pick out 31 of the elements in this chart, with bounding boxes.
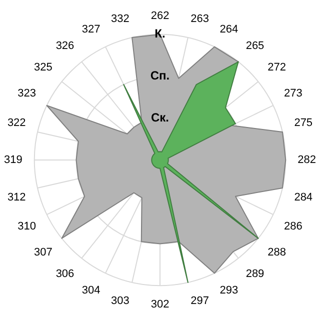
spoke-label: 310: [18, 220, 36, 232]
spoke-label: 264: [220, 23, 238, 36]
spoke-label: 325: [34, 62, 52, 74]
spoke-label: 288: [268, 246, 286, 258]
spoke-label: 263: [190, 13, 209, 26]
spoke-label: 265: [246, 40, 264, 52]
spoke-label: 332: [111, 13, 130, 26]
y-tick-label: Ск.: [150, 110, 170, 124]
spoke-label: 304: [82, 284, 100, 297]
spoke-label: 284: [294, 191, 313, 204]
spoke-label: 306: [56, 268, 74, 280]
spoke-label: 297: [190, 294, 209, 307]
spoke-label: 302: [150, 298, 170, 310]
spoke-label: 262: [150, 10, 170, 22]
spoke-label: 272: [268, 62, 286, 74]
spoke-label: 312: [7, 191, 26, 204]
spoke-label: 319: [4, 154, 22, 166]
spoke-label: 307: [34, 246, 52, 258]
spoke-label: 282: [298, 154, 316, 166]
spoke-label: 327: [82, 23, 100, 36]
spoke-label: 289: [246, 268, 264, 280]
spoke-label: 303: [111, 294, 130, 307]
spoke-label: 275: [294, 116, 313, 129]
spoke-label: 273: [284, 88, 302, 100]
y-tick-label: К.: [154, 26, 166, 41]
spoke-label: 322: [7, 116, 26, 129]
spoke-label: 323: [18, 88, 36, 100]
spoke-label: 326: [56, 40, 74, 52]
spoke-label: 286: [284, 220, 302, 232]
spoke-label: 293: [220, 284, 238, 297]
y-tick-label: Сп.: [150, 68, 170, 83]
